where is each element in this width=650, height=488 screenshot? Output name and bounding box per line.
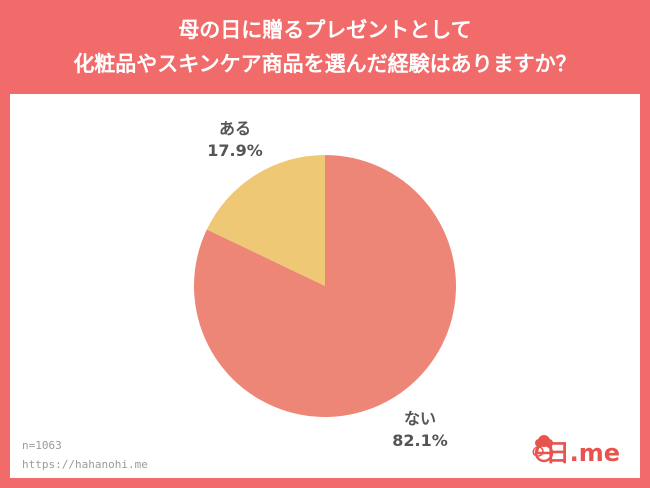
brand-logo: の 日.me <box>531 433 620 468</box>
source-url: https://hahanohi.me <box>22 458 148 471</box>
label-nai-value: 82.1% <box>392 431 448 450</box>
label-aru: ある 17.9% <box>195 118 275 162</box>
label-aru-name: ある <box>218 119 251 138</box>
slice-nai <box>194 155 456 417</box>
label-nai: ない 82.1% <box>380 408 460 452</box>
title-line-1: 母の日に贈るプレゼントとして <box>178 18 472 42</box>
logo-text-hi: 日.me <box>545 439 620 467</box>
title-line-2: 化粧品やスキンケア商品を選んだ経験はありますか？ <box>73 52 577 76</box>
sample-size: n=1063 <box>22 439 62 452</box>
chart-panel: ある 17.9% ない 82.1% n=1063 https://hahanoh… <box>10 94 640 478</box>
carnation-icon <box>534 435 553 463</box>
chart-header: 母の日に贈るプレゼントとして 化粧品やスキンケア商品を選んだ経験はありますか？ <box>0 0 650 94</box>
pie-chart <box>194 155 456 417</box>
slice-aru <box>206 155 325 286</box>
label-aru-value: 17.9% <box>207 141 263 160</box>
label-nai-name: ない <box>403 409 436 428</box>
